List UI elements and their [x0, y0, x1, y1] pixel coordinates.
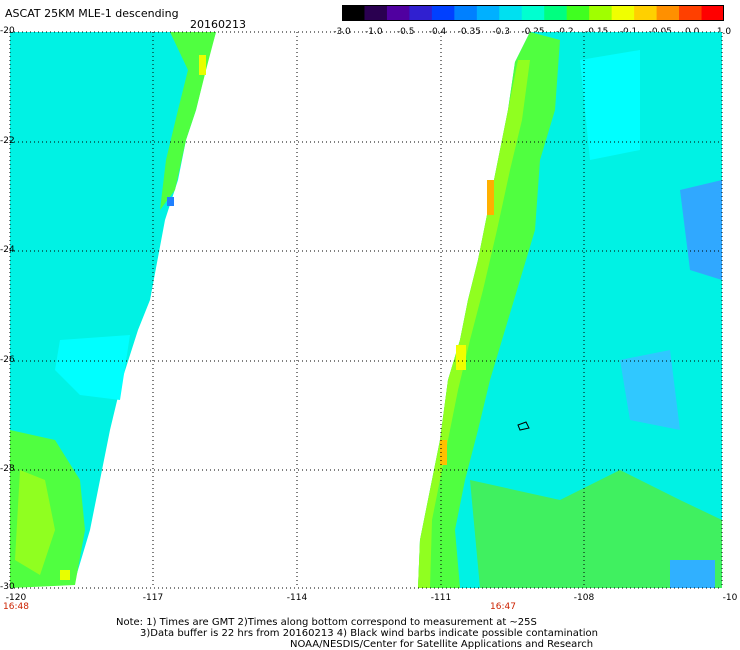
right-swath-blue-patch-1 [680, 180, 722, 280]
longitude-label: -117 [142, 593, 164, 603]
longitude-label: -114 [286, 593, 308, 603]
map-date: 20160213 [190, 18, 246, 31]
colorbar-segment [364, 5, 388, 21]
latitude-label: -20 [0, 26, 15, 36]
latitude-label: -26 [0, 355, 15, 365]
colorbar [342, 5, 724, 21]
right-swath-blue-south [670, 560, 715, 588]
left-swath-yellow-south [60, 570, 70, 580]
colorbar-segment [611, 5, 635, 21]
colorbar-segment [476, 5, 500, 21]
latitude-label: -22 [0, 136, 15, 146]
colorbar-tick-label: -0.3 [492, 27, 510, 37]
right-swath-orange-spot-1 [487, 180, 494, 215]
colorbar-tick-label: -1.0 [365, 27, 383, 37]
right-swath-yellow-spot-1 [456, 345, 466, 370]
time-right: 16:47 [490, 602, 516, 612]
colorbar-segment [342, 5, 365, 21]
colorbar-tick-label: -0.4 [428, 27, 447, 37]
left-swath-green-edge [160, 32, 216, 210]
wind-barb-mark [517, 421, 530, 431]
colorbar-segment [589, 5, 613, 21]
left-swath-blue-spot [167, 197, 174, 206]
colorbar-segment [634, 5, 658, 21]
colorbar-tick-label: -0.35 [457, 27, 481, 37]
longitude-label: -120 [5, 593, 27, 603]
note-line-1: Note: 1) Times are GMT 2)Times along bot… [116, 617, 537, 628]
note-line-3: NOAA/NESDIS/Center for Satellite Applica… [290, 639, 594, 650]
colorbar-segment [566, 5, 590, 21]
latitude-label: -24 [0, 245, 15, 255]
latitude-label: -30 [0, 582, 15, 592]
left-swath-cyan-patch [55, 335, 130, 400]
right-swath [418, 32, 722, 588]
note-line-2: 3)Data buffer is 22 hrs from 20160213 4)… [140, 628, 598, 639]
colorbar-segment [409, 5, 433, 21]
colorbar-tick-label: 1.0 [716, 27, 732, 37]
longitude-label: -108 [573, 593, 595, 603]
colorbar-segment [656, 5, 680, 21]
colorbar-segment [701, 5, 724, 21]
colorbar-segment [521, 5, 545, 21]
left-swath-yellow-spot [199, 55, 206, 75]
longitude-label: -10 [722, 593, 738, 603]
colorbar-segment [679, 5, 703, 21]
longitude-label: -111 [430, 593, 452, 603]
time-left: 16:48 [3, 602, 29, 612]
colorbar-segment [499, 5, 523, 21]
map-title: ASCAT 25KM MLE-1 descending [5, 7, 179, 20]
colorbar-segment [431, 5, 455, 21]
left-swath [10, 32, 216, 588]
right-swath-lime-edge [418, 60, 530, 588]
left-swath-lime-south [15, 470, 55, 575]
latitude-label: -28 [0, 464, 15, 474]
colorbar-segment [544, 5, 568, 21]
right-swath-green-edge [418, 32, 560, 588]
right-swath-cyan-patch [580, 50, 640, 160]
colorbar-segment [454, 5, 478, 21]
right-swath-blue-patch-2 [620, 350, 680, 430]
right-swath-orange-spot-2 [440, 440, 447, 465]
right-swath-green-south [470, 470, 722, 588]
colorbar-segment [386, 5, 410, 21]
colorbar-tick-label: -0.5 [396, 27, 415, 37]
